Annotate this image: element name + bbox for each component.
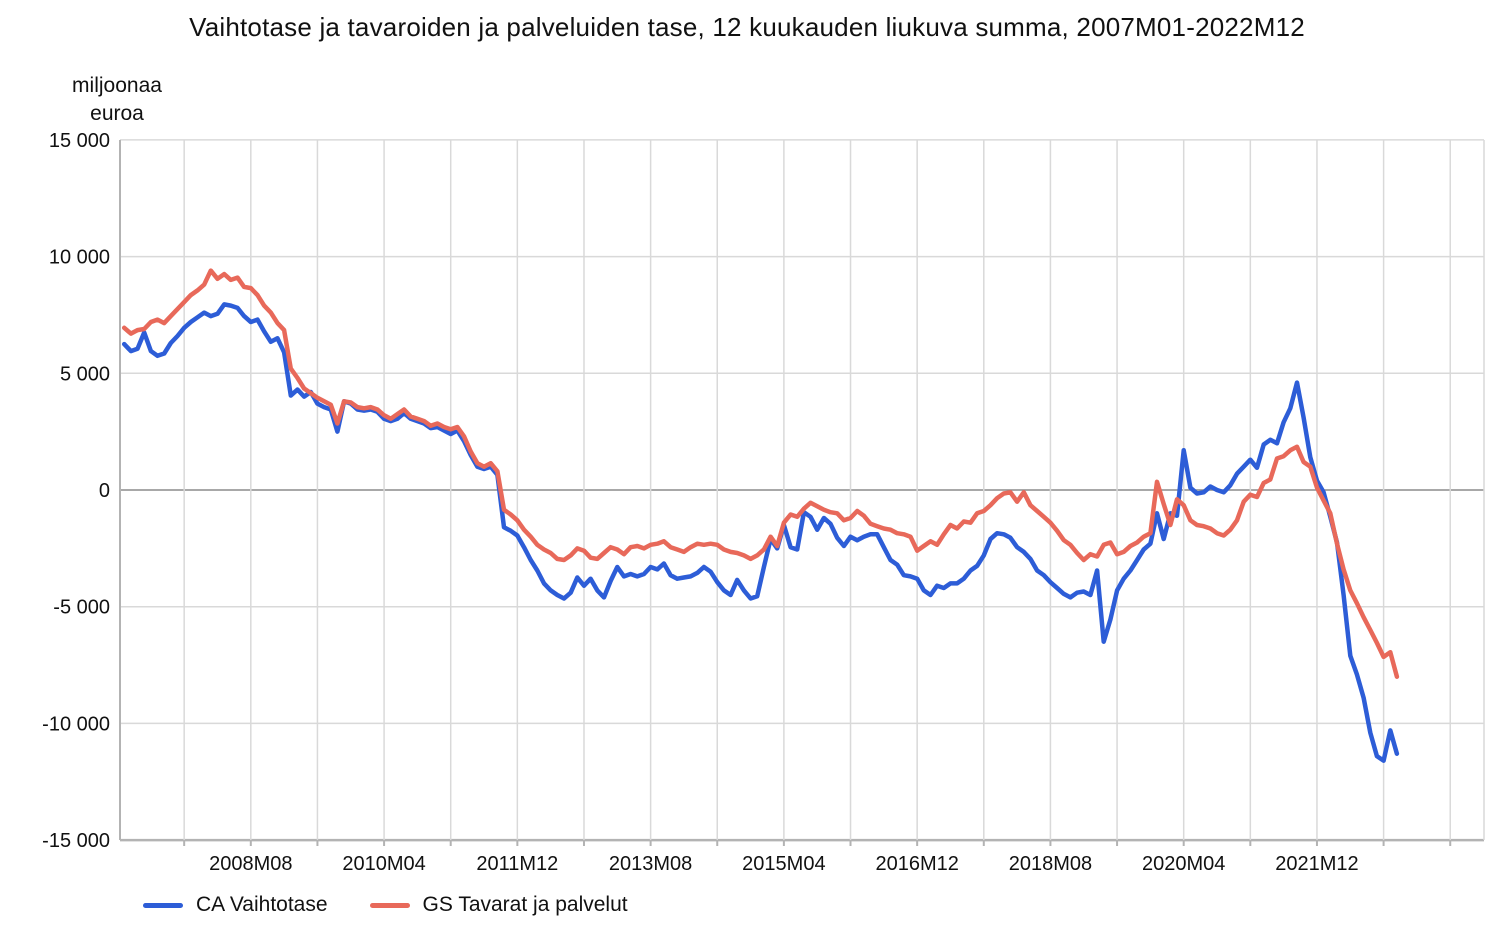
x-tick-label: 2008M08 (209, 853, 292, 875)
legend-label-ca: CA Vaihtotase (196, 893, 328, 916)
x-tick-label: 2011M12 (476, 853, 558, 875)
x-tick-label: 2015M04 (742, 853, 825, 875)
x-tick-label: 2021M12 (1275, 853, 1358, 875)
y-axis-unit-line2: euroa (90, 102, 144, 125)
y-axis-unit-line1: miljoonaa (72, 74, 162, 97)
x-tick-label: 2010M04 (342, 853, 425, 875)
x-tick-label: 2013M08 (609, 853, 692, 875)
legend-swatch-ca-line (143, 902, 183, 908)
chart-title: Vaihtotase ja tavaroiden ja palveluiden … (189, 12, 1305, 42)
y-tick-label: 15 000 (49, 130, 110, 152)
series-line-ca-vaihtotase (121, 302, 1400, 763)
y-tick-label: -5 000 (53, 597, 110, 619)
y-tick-label: 5 000 (60, 363, 110, 385)
y-tick-label: -15 000 (42, 830, 110, 852)
legend: CA Vaihtotase GS Tavarat ja palvelut (143, 893, 670, 917)
y-tick-label: -10 000 (42, 713, 110, 735)
y-tick-label: 10 000 (49, 247, 110, 269)
legend-swatch-gs-line (369, 902, 410, 908)
y-tick-label: 0 (99, 480, 110, 502)
x-tick-label: 2016M12 (875, 853, 958, 875)
x-tick-label: 2020M04 (1142, 853, 1225, 875)
y-axis-unit-label: miljoonaa euroa (38, 72, 196, 128)
legend-item-gs: GS Tavarat ja palvelut (369, 893, 628, 917)
x-tick-label: 2018M08 (1009, 853, 1092, 875)
legend-label-gs: GS Tavarat ja palvelut (422, 893, 628, 916)
legend-item-ca: CA Vaihtotase (143, 893, 328, 917)
series-line-gs-tavarat-ja-palvelut (121, 268, 1400, 679)
